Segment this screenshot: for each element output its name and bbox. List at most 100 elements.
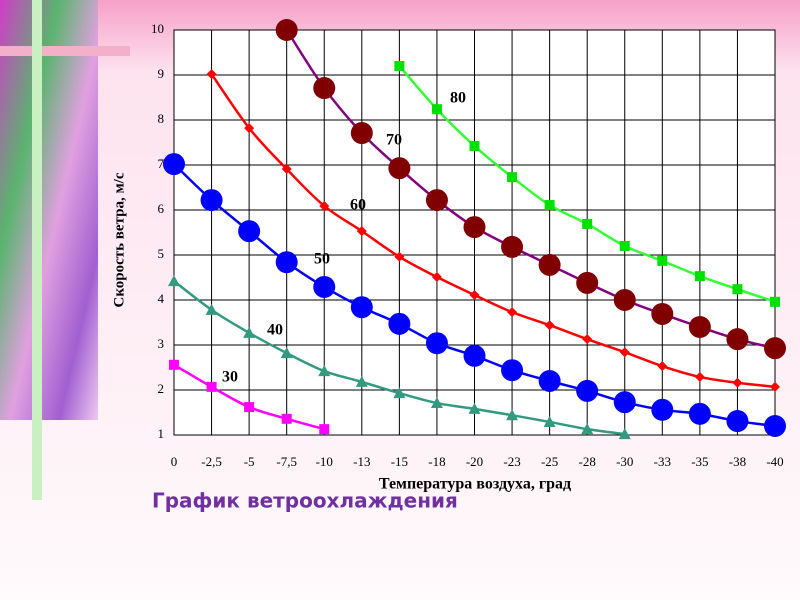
marker: [613, 391, 636, 414]
series-line: [210, 73, 775, 389]
decoration-bar: [0, 46, 130, 56]
marker: [394, 251, 405, 262]
series-label: 50: [314, 251, 330, 268]
marker: [507, 172, 518, 183]
markers: 30 40 50 60 70 80: [163, 19, 786, 440]
x-tick-label: -5: [244, 454, 255, 469]
marker: [205, 303, 218, 315]
y-tick-label: 3: [158, 336, 165, 351]
marker: [544, 320, 555, 331]
marker: [651, 398, 674, 421]
marker: [657, 361, 668, 372]
marker: [770, 381, 780, 392]
marker: [168, 275, 180, 287]
x-tick-label: -20: [466, 454, 483, 469]
marker: [356, 226, 367, 237]
marker: [244, 402, 255, 413]
y-axis-label: Скорость ветра, м/с: [111, 172, 127, 307]
marker: [770, 296, 780, 307]
marker: [576, 271, 599, 294]
marker: [319, 200, 330, 211]
x-tick-label: -38: [729, 454, 746, 469]
y-tick-label: 7: [158, 156, 165, 171]
marker: [238, 220, 261, 243]
series-label: 70: [386, 132, 402, 149]
x-tick-label: -2,5: [201, 454, 222, 469]
marker: [431, 104, 442, 115]
x-tick-label: 0: [171, 454, 178, 469]
marker: [319, 424, 330, 435]
marker: [431, 272, 442, 283]
x-tick-label: -33: [654, 454, 671, 469]
marker: [581, 423, 594, 435]
y-tick-label: 2: [158, 381, 165, 396]
y-tick-label: 1: [158, 426, 165, 441]
marker: [425, 189, 448, 212]
x-tick-label: -35: [691, 454, 708, 469]
y-tick-label: 6: [158, 201, 165, 216]
marker: [582, 218, 593, 229]
decoration: [0, 0, 98, 420]
marker: [469, 290, 480, 301]
marker: [576, 379, 599, 402]
marker: [275, 19, 298, 41]
marker: [543, 415, 556, 427]
marker: [651, 302, 674, 325]
y-tick-label: 4: [158, 291, 165, 306]
y-tick-label: 10: [151, 21, 164, 36]
marker: [350, 296, 373, 319]
chart-title: График ветроохлаждения: [152, 489, 458, 513]
series-label: 80: [450, 90, 466, 107]
x-tick-label: -28: [579, 454, 596, 469]
marker: [764, 415, 786, 437]
marker: [393, 387, 406, 399]
x-tick-label: -18: [428, 454, 445, 469]
marker: [350, 122, 373, 145]
y-tick-label: 8: [158, 111, 165, 126]
marker: [469, 141, 480, 152]
marker: [613, 289, 636, 311]
marker: [726, 328, 749, 351]
marker: [544, 200, 555, 211]
marker: [394, 61, 405, 71]
marker: [501, 235, 524, 258]
marker: [694, 371, 705, 382]
marker: [206, 69, 217, 80]
marker: [281, 164, 292, 175]
marker: [425, 332, 448, 355]
marker: [463, 216, 486, 239]
marker: [244, 123, 255, 134]
x-tick-label: -25: [541, 454, 558, 469]
marker: [619, 347, 630, 358]
marker: [243, 326, 256, 338]
marker: [280, 347, 293, 359]
marker: [694, 271, 705, 282]
marker: [506, 409, 519, 421]
marker: [468, 402, 481, 414]
x-tick-label: -13: [353, 454, 370, 469]
marker: [619, 241, 630, 251]
marker: [764, 337, 786, 360]
marker: [618, 428, 631, 440]
x-tick-label: -10: [316, 454, 333, 469]
marker: [538, 370, 561, 392]
marker: [169, 359, 179, 370]
series-label: 40: [267, 322, 283, 339]
marker: [538, 253, 561, 276]
marker: [313, 275, 336, 298]
marker: [388, 157, 411, 180]
marker: [275, 251, 298, 274]
marker: [355, 375, 368, 387]
marker: [430, 397, 443, 409]
x-tick-label: -23: [503, 454, 520, 469]
marker: [463, 344, 486, 367]
y-tick-label: 9: [158, 66, 165, 81]
x-tick-label: -7,5: [276, 454, 297, 469]
marker: [501, 359, 524, 382]
marker: [688, 402, 711, 425]
marker: [726, 410, 749, 433]
marker: [163, 153, 185, 176]
marker: [281, 413, 292, 424]
